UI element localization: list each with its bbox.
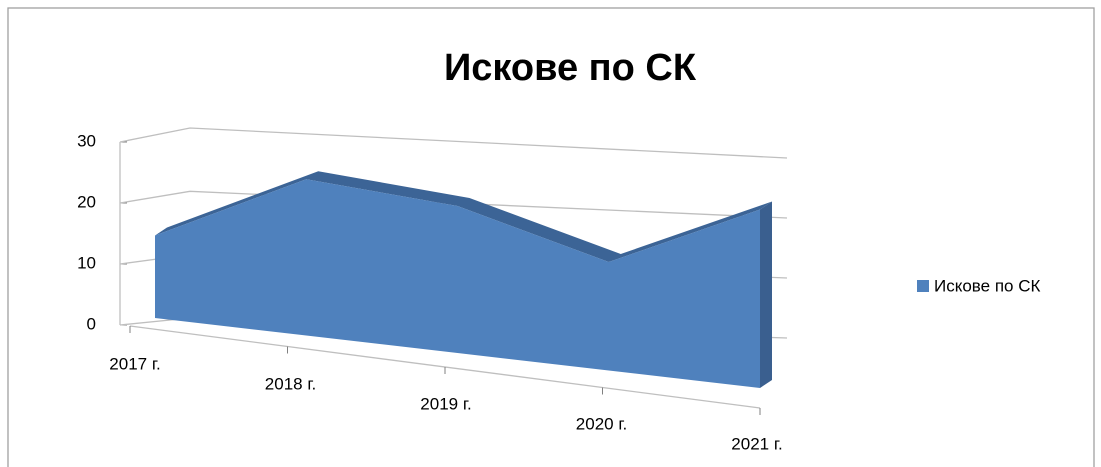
grid-line	[119, 127, 788, 159]
x-tick-label: 2019 г.	[420, 394, 471, 413]
y-tick-label: 30	[77, 131, 96, 150]
chart-title: Искове по СК	[444, 47, 697, 89]
y-tick-label: 10	[77, 253, 96, 272]
area-side	[760, 201, 772, 388]
x-tick-label: 2017 г.	[109, 354, 160, 373]
legend-swatch	[917, 280, 929, 292]
x-tick-label: 2020 г.	[576, 414, 627, 433]
grid-line	[119, 190, 788, 219]
area	[155, 179, 760, 388]
x-tick-label: 2018 г.	[265, 374, 316, 393]
legend-label: Искове по СК	[934, 276, 1040, 295]
x-tick-label: 2021 г.	[731, 434, 782, 453]
y-tick-label: 20	[77, 192, 96, 211]
y-tick-label: 0	[87, 314, 96, 333]
